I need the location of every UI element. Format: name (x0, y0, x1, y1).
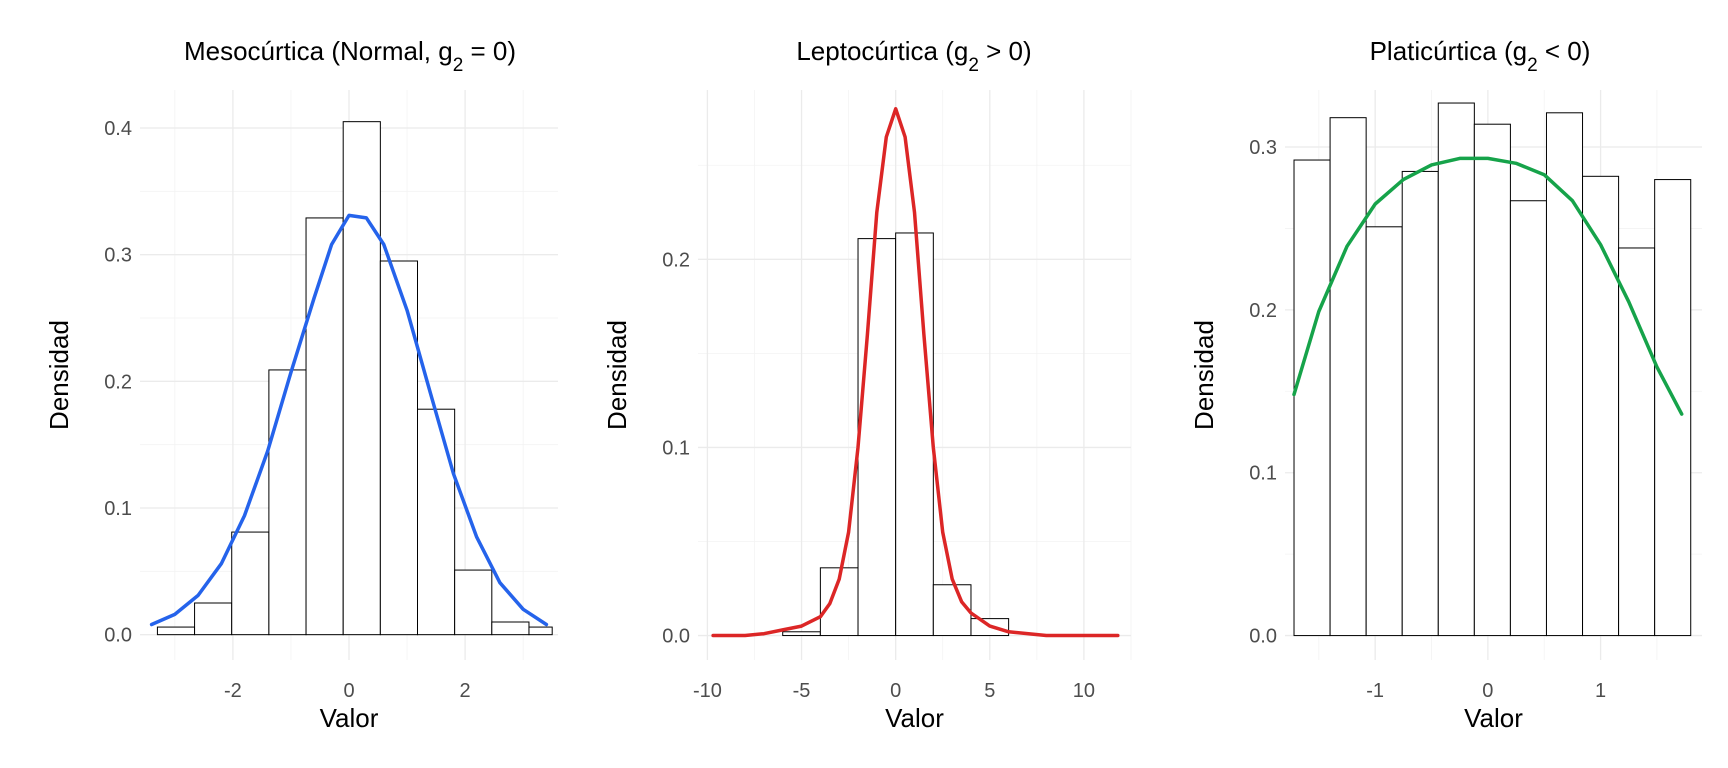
chart-title: Leptocúrtica (g2 > 0) (796, 36, 1031, 76)
histogram-bar (528, 626, 553, 636)
histogram-bar (932, 584, 972, 637)
x-axis-title: Valor (885, 703, 944, 733)
histogram-bar (454, 569, 493, 636)
y-axis-title: Densidad (602, 320, 632, 430)
y-tick-label: 0.2 (1249, 300, 1277, 322)
density-curve (711, 107, 1120, 638)
histogram-bar (782, 631, 821, 637)
x-tick-label: 0 (343, 680, 354, 702)
y-axis-title: Densidad (44, 320, 74, 430)
y-tick-label: 0.1 (662, 437, 690, 459)
histogram-bar (1401, 170, 1439, 637)
y-tick-label: 0.3 (104, 245, 132, 267)
histogram-bar (417, 408, 456, 636)
y-axis-title: Densidad (1189, 320, 1219, 430)
histogram-bar (1329, 117, 1367, 637)
histogram-bar (857, 238, 897, 637)
y-tick-label: 0.1 (104, 498, 132, 520)
x-tick-label: 1 (1595, 680, 1606, 702)
x-tick-label: -5 (793, 680, 811, 702)
x-axis-title: Valor (320, 703, 379, 733)
x-tick-label: 10 (1073, 680, 1095, 702)
subscript-2: 2 (453, 55, 464, 76)
histogram-bar (194, 602, 233, 636)
x-tick-label: 0 (890, 680, 901, 702)
x-tick-label: 5 (984, 680, 995, 702)
y-tick-label: 0.0 (662, 626, 690, 648)
panel-1: -2 0 2 0.0 0.1 0.2 0.3 0.4 Mesocúrtica (Normal, … (44, 36, 558, 733)
histogram-bar (1509, 200, 1547, 637)
y-tick-label: 0.2 (662, 249, 690, 271)
title-part: = 0) (463, 36, 516, 66)
histogram-bar (268, 369, 307, 636)
y-tick-label: 0.4 (104, 118, 132, 140)
histogram-bar (156, 626, 196, 636)
histogram-bar (1654, 179, 1692, 637)
x-tick-label: 2 (460, 680, 471, 702)
density-curve (149, 213, 549, 627)
histogram-bar (305, 217, 344, 636)
chart-title: Platicúrtica (g2 < 0) (1370, 36, 1591, 76)
panel-2: -10 -5 0 5 10 0.0 0.1 0.2 Leptocúrtica (g2 > 0) V… (602, 36, 1132, 733)
y-tick-label: 0.0 (104, 625, 132, 647)
subscript-2: 2 (968, 55, 979, 76)
y-tick-label: 0.3 (1249, 137, 1277, 159)
histogram-bar (1473, 123, 1511, 637)
histogram-bar (491, 621, 530, 636)
chart-title: Mesocúrtica (Normal, g2 = 0) (184, 36, 516, 76)
y-tick-label: 0.1 (1249, 463, 1277, 485)
histogram-bar (1293, 159, 1331, 637)
y-tick-label: 0.2 (104, 371, 132, 393)
panel-3: -1 0 1 0.0 0.1 0.2 0.3 Platicúrtica (g2 < 0) Val… (1189, 36, 1702, 733)
density-curve (1292, 156, 1684, 416)
x-axis-title: Valor (1464, 703, 1523, 733)
x-tick-label: -2 (224, 680, 242, 702)
histogram-bar (895, 232, 934, 637)
title-part: > 0) (979, 36, 1032, 66)
x-tick-label: -1 (1366, 680, 1384, 702)
title-part: Platicúrtica (g (1370, 36, 1528, 66)
title-part: < 0) (1538, 36, 1591, 66)
histogram-bar (1618, 247, 1656, 637)
title-part: Mesocúrtica (Normal, g (184, 36, 453, 66)
title-part: Leptocúrtica (g (796, 36, 968, 66)
histogram-bar (1437, 102, 1475, 637)
histogram-bar (342, 121, 381, 636)
histogram-bar (231, 531, 270, 636)
histogram-bar (1582, 175, 1620, 637)
histogram-bar (379, 260, 419, 636)
histogram-bar (1545, 112, 1584, 637)
y-tick-label: 0.0 (1249, 626, 1277, 648)
x-tick-label: -10 (693, 680, 722, 702)
x-tick-label: 0 (1482, 680, 1493, 702)
subscript-2: 2 (1527, 55, 1538, 76)
histogram-bar (1365, 226, 1403, 637)
